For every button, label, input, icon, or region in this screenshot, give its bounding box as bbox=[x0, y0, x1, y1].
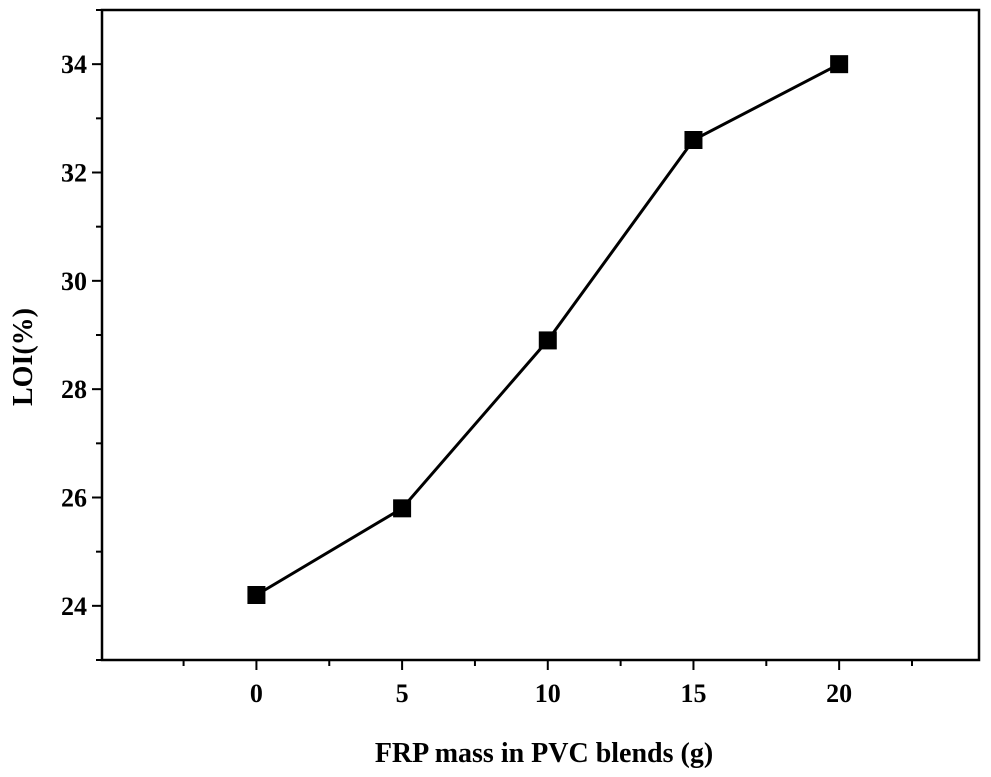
data-series bbox=[247, 55, 849, 604]
y-tick-label: 28 bbox=[61, 375, 87, 404]
tick-marks bbox=[92, 9, 913, 670]
x-axis-title: FRP mass in PVC blends (g) bbox=[375, 738, 713, 769]
series-line bbox=[255, 62, 840, 597]
y-tick-label: 24 bbox=[61, 592, 87, 621]
x-tick-label: 5 bbox=[396, 679, 409, 708]
x-tick-label: 10 bbox=[535, 679, 561, 708]
y-tick-label: 34 bbox=[61, 50, 87, 79]
data-point-marker bbox=[393, 499, 412, 518]
data-point-marker bbox=[684, 131, 703, 149]
y-tick-label: 30 bbox=[61, 267, 87, 296]
data-point-marker bbox=[538, 331, 557, 350]
y-tick-label: 32 bbox=[61, 159, 87, 188]
x-tick-label: 0 bbox=[250, 679, 263, 708]
x-tick-label: 20 bbox=[826, 679, 852, 708]
data-point-marker bbox=[247, 586, 266, 604]
y-tick-label: 26 bbox=[61, 484, 87, 513]
y-axis-title: LOI(%) bbox=[8, 308, 39, 406]
data-point-marker bbox=[830, 55, 849, 74]
x-tick-label: 15 bbox=[680, 679, 706, 708]
tick-labels: 0 5 10 15 20 24 26 28 30 32 34 bbox=[61, 50, 852, 708]
